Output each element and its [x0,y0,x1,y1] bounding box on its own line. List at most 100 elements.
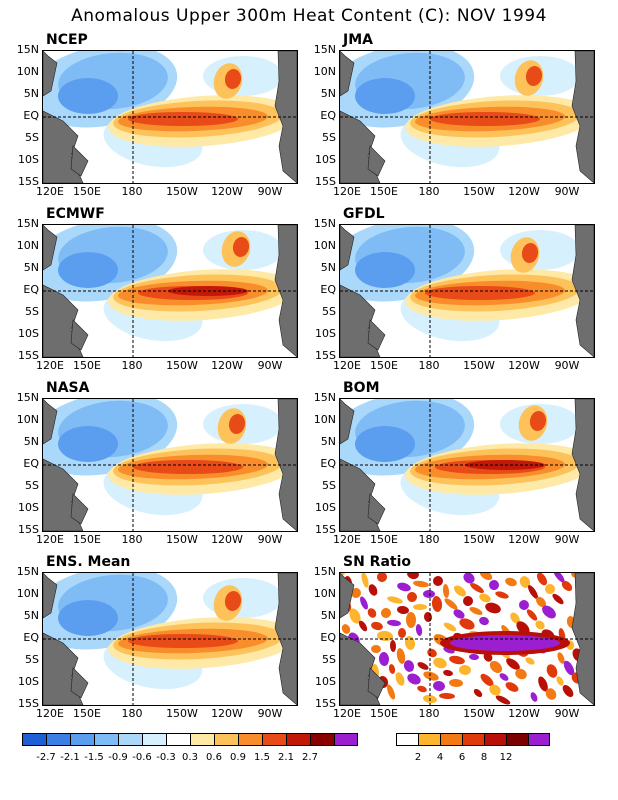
lat-tick-label: 10S [315,327,336,340]
land-asia [340,573,355,619]
anomaly-contour [224,591,242,611]
anomaly-contour [407,673,421,685]
lon-tick-label: 90W [257,533,283,546]
lon-tick-label: 150E [370,533,398,546]
anomaly-contour [407,573,419,580]
map-panel [339,398,595,532]
anomaly-contour [128,634,238,648]
lon-tick-label: 90W [257,185,283,198]
anomaly-contour [449,655,465,665]
lat-tick-label: 10S [18,501,39,514]
colorbar-label: 8 [480,752,488,763]
lon-tick-label: 150E [370,707,398,720]
map-panel [42,572,298,706]
anomaly-contour [473,688,483,698]
anomaly-contour [443,669,453,677]
anomaly-contour [485,602,501,614]
lat-tick-label: 15S [315,523,336,536]
anomaly-contour [505,682,519,692]
anomaly-contour [378,652,390,666]
anomaly-contour [377,630,393,642]
map-panel [339,224,595,358]
anomaly-contour [349,608,361,624]
lon-tick-label: 120E [333,533,361,546]
lon-tick-label: 120W [508,359,540,372]
lat-tick-label: 5N [23,609,39,622]
lon-tick-label: 180 [418,533,440,546]
anomaly-contour [232,237,250,257]
anomaly-contour [133,460,243,474]
lat-tick-label: 5S [25,479,39,492]
anomaly-colorbar [22,733,358,746]
anomaly-contour [495,591,509,599]
anomaly-contour [427,648,437,658]
lon-tick-label: 90W [554,533,580,546]
lat-tick-label: 15N [313,217,336,230]
anomaly-contour [371,644,381,654]
colorbar-swatch [506,733,528,746]
anomaly-contour [545,688,557,700]
anomaly-contour [433,657,447,669]
colorbar-label: -0.6 [132,752,152,763]
lon-tick-label: 90W [554,359,580,372]
snratio-colorbar [396,733,550,746]
lat-tick-label: 15N [313,391,336,404]
anomaly-contour [443,622,457,632]
lat-tick-label: 5S [25,653,39,666]
colorbar-swatch [166,733,190,746]
land-asia [43,573,58,619]
anomaly-contour [546,664,558,678]
anomaly-contour [439,692,455,700]
lat-tick-label: 10N [16,413,39,426]
anomaly-contour [519,600,529,610]
lon-tick-label: 90W [257,707,283,720]
heat-content-map [340,51,594,183]
lon-tick-label: 150E [73,707,101,720]
land-new-guinea [367,145,386,177]
colorbar-label: 6 [458,752,466,763]
anomaly-contour [413,580,429,588]
panel-title: SN Ratio [341,554,414,570]
lat-tick-label: 10S [315,153,336,166]
lat-tick-label: EQ [23,631,39,644]
panel-title: JMA [341,32,375,48]
lon-tick-label: 120W [508,533,540,546]
lat-tick-label: 10S [18,153,39,166]
lon-tick-label: 180 [121,359,143,372]
land-new-guinea [70,667,89,699]
lat-tick-label: 15S [18,523,39,536]
anomaly-contour [449,678,463,688]
lon-tick-label: 150E [370,359,398,372]
lat-tick-label: 5N [320,261,336,274]
lon-tick-label: 120E [36,707,64,720]
heat-content-map [43,225,297,357]
anomaly-contour [355,426,415,462]
lat-tick-label: EQ [23,457,39,470]
anomaly-contour [463,573,475,584]
lon-tick-label: 150E [370,185,398,198]
colorbar-swatch [286,733,310,746]
colorbar-label: -2.7 [36,752,56,763]
heat-content-map [43,573,297,705]
anomaly-contour [367,608,377,618]
lat-tick-label: 15S [18,175,39,188]
anomaly-contour [397,605,409,615]
land-new-guinea [70,145,89,177]
anomaly-contour [341,624,351,634]
anomaly-contour [505,577,517,587]
anomaly-contour [470,582,484,594]
anomaly-contour [552,593,564,605]
anomaly-contour [405,612,417,628]
anomaly-contour [489,580,499,590]
panel-title: ECMWF [44,206,107,222]
lon-tick-label: 150W [166,359,198,372]
lat-tick-label: 5N [23,87,39,100]
colorbar-label: 2.1 [278,752,294,763]
anomaly-contour [521,243,539,263]
anomaly-contour [529,411,547,431]
lat-tick-label: EQ [320,109,336,122]
map-panel [42,398,298,532]
anomaly-contour [396,648,406,664]
map-panel [339,50,595,184]
colorbar-swatch [310,733,334,746]
